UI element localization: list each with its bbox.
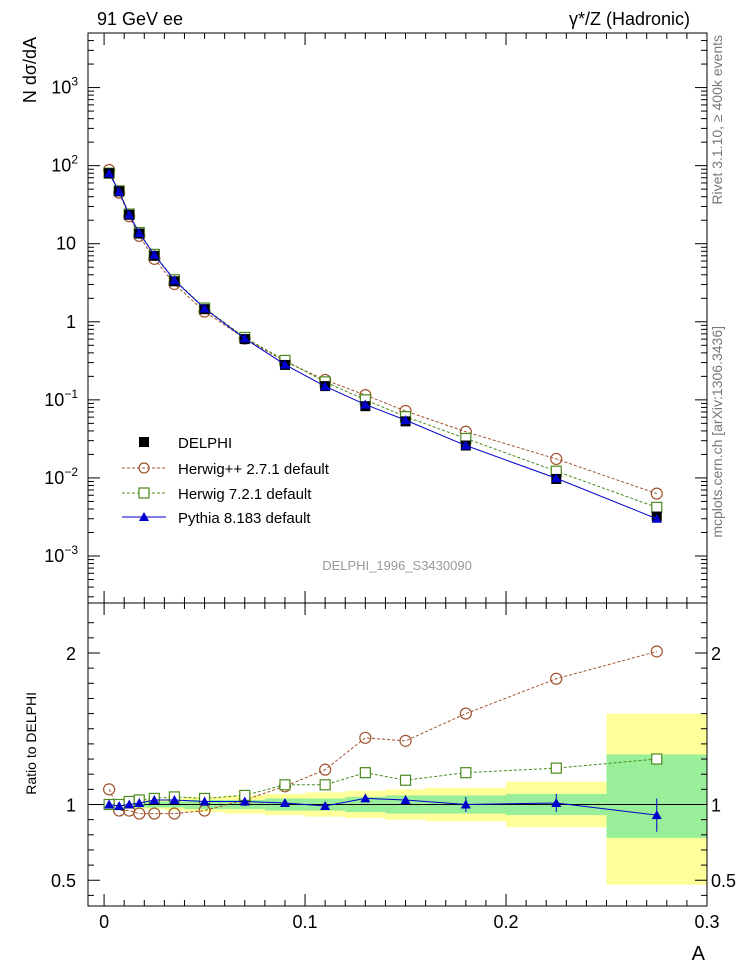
rivet-version-label: Rivet 3.1.10, ≥ 400k events: [709, 35, 725, 205]
main-point-pythia-13: [551, 473, 562, 483]
x-axis-title: A: [692, 943, 706, 965]
legend-entry-herwig7: Herwig 7.2.1 default: [122, 486, 312, 503]
main-y-tick-label-4: 10: [56, 234, 76, 254]
ratio-point-pythia-8: [279, 797, 290, 807]
ratio-point-herwigpp-4: [148, 807, 161, 820]
main-point-pythia-4: [149, 249, 160, 259]
ratio-y-tick-label-left-2: 2: [66, 644, 76, 664]
main-y-tick-label-5: 102: [51, 153, 78, 176]
x-tick-label-1: 0.1: [293, 912, 318, 932]
ratio-point-pythia-3: [134, 797, 145, 807]
legend-label-pythia: Pythia 8.183 default: [178, 510, 311, 527]
ratio-point-herwigpp-10: [359, 731, 372, 744]
ratio-point-herwigpp-13: [550, 672, 563, 685]
ratio-y-tick-label-left-1: 1: [66, 795, 76, 815]
ratio-point-pythia-9: [320, 801, 331, 811]
ratio-point-herwig7-11: [399, 774, 412, 786]
main-point-pythia-14: [651, 513, 662, 523]
legend-marker-delphi: [139, 437, 149, 447]
ratio-point-pythia-4: [149, 794, 160, 804]
ratio-point-herwigpp-3: [133, 807, 146, 820]
main-point-pythia-0: [104, 168, 115, 178]
ratio-point-pythia-6: [199, 796, 210, 806]
main-y-tick-label-2: 10−1: [44, 387, 78, 410]
ratio-point-herwigpp-9: [319, 763, 332, 776]
ratio-point-herwig7-9: [319, 779, 331, 791]
mcplots-label: mcplots.cern.ch [arXiv:1306.3436]: [709, 326, 725, 538]
ratio-point-herwig7-12: [460, 767, 472, 779]
main-point-pythia-2: [124, 209, 135, 219]
main-y-tick-label-3: 1: [66, 312, 76, 332]
ratio-point-herwig7-14: [651, 753, 663, 765]
legend-entry-herwigpp: Herwig++ 2.7.1 default: [122, 461, 330, 478]
ratio-point-pythia-1: [114, 801, 125, 811]
x-tick-label-0: 0: [99, 912, 109, 932]
main-plot-panel: 10−3 10−2 10−1 1 10 102 103: [44, 32, 708, 604]
main-point-pythia-6: [199, 303, 210, 313]
ratio-point-herwigpp-12: [459, 707, 472, 720]
ratio-y-tick-label-right-2: 2: [711, 644, 721, 664]
ratio-point-herwig7-8: [279, 779, 291, 791]
legend: DELPHI Herwig++ 2.7.1 default Herwig 7.2…: [122, 435, 330, 527]
ratio-y-tick-label-right-0: 0.5: [711, 871, 736, 891]
legend-label-delphi: DELPHI: [178, 435, 232, 452]
x-tick-label-2: 0.2: [494, 912, 519, 932]
main-line-herwig7: [108, 172, 657, 508]
legend-label-herwig7: Herwig 7.2.1 default: [178, 486, 312, 503]
ratio-point-pythia-11: [400, 794, 411, 804]
main-point-pythia-11: [400, 415, 411, 425]
ratio-point-pythia-12: [460, 799, 471, 809]
main-point-herwigpp-14: [650, 487, 663, 500]
legend-marker-herwig7: [138, 487, 150, 499]
main-point-pythia-9: [320, 381, 331, 391]
ratio-point-herwigpp-11: [399, 734, 412, 747]
legend-entry-pythia: Pythia 8.183 default: [122, 510, 311, 527]
header-left-label: 91 GeV ee: [97, 9, 183, 29]
main-y-tick-label-0: 10−3: [44, 543, 78, 566]
ratio-point-herwigpp-0: [103, 783, 116, 796]
ratio-y-axis-title: Ratio to DELPHI: [23, 692, 39, 795]
main-point-pythia-5: [169, 275, 180, 285]
legend-entry-delphi: DELPHI: [139, 435, 232, 452]
main-point-pythia-1: [114, 186, 125, 196]
legend-marker-herwigpp: [138, 462, 150, 474]
ratio-point-herwigpp-5: [168, 807, 181, 820]
main-point-pythia-10: [360, 399, 371, 409]
x-tick-label-3: 0.3: [694, 912, 719, 932]
ratio-plot-panel: 0.5 0.5 1 1 2 2 0 0.1 0.2 0.3: [51, 602, 736, 932]
header-right-label: γ*/Z (Hadronic): [569, 9, 690, 29]
legend-label-herwigpp: Herwig++ 2.7.1 default: [178, 461, 330, 478]
main-point-pythia-12: [460, 440, 471, 450]
main-point-herwig7-14: [651, 501, 663, 513]
ratio-y-tick-label-right-1: 1: [711, 795, 721, 815]
main-point-herwigpp-13: [550, 452, 563, 466]
ratio-point-herwig7-10: [359, 767, 371, 779]
analysis-watermark: DELPHI_1996_S3430090: [322, 558, 472, 573]
ratio-point-pythia-7: [239, 796, 250, 806]
main-point-pythia-3: [134, 228, 145, 238]
ratio-point-pythia-5: [169, 794, 180, 804]
ratio-frame: [87, 602, 708, 907]
main-y-axis-title: N dσ/dA: [20, 37, 40, 103]
ratio-y-tick-label-left-0: 0.5: [51, 871, 76, 891]
ratio-point-pythia-10: [360, 793, 371, 803]
ratio-point-pythia-14: [651, 810, 662, 820]
legend-marker-pythia: [139, 512, 149, 521]
main-y-tick-label-6: 103: [51, 75, 78, 98]
ratio-point-herwigpp-14: [650, 645, 663, 658]
ratio-point-pythia-0: [104, 799, 115, 809]
main-point-pythia-7: [239, 333, 250, 343]
ratio-point-herwig7-13: [550, 762, 562, 774]
main-y-tick-label-1: 10−2: [44, 465, 78, 488]
ratio-point-pythia-13: [551, 797, 562, 807]
ratio-point-pythia-2: [124, 799, 135, 809]
main-point-pythia-8: [279, 359, 290, 369]
